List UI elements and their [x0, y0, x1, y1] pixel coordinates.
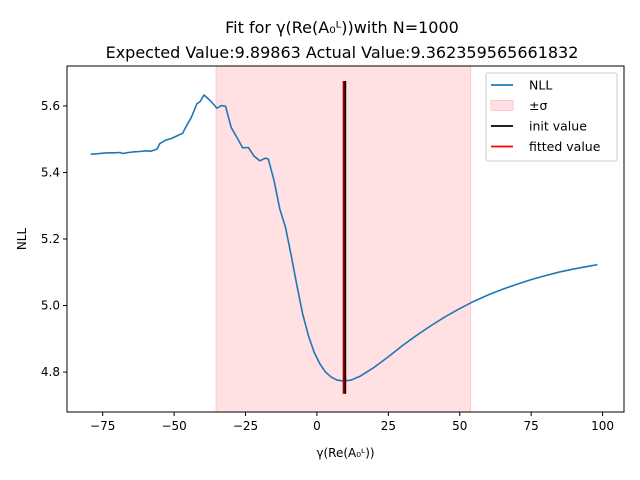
- chart-title-line-1: Fit for γ(Re(A₀ᴸ))with N=1000: [225, 18, 459, 37]
- x-tick-label: 25: [381, 419, 396, 433]
- x-tick-label: 100: [591, 419, 614, 433]
- legend-label: NLL: [529, 78, 552, 93]
- x-axis-label: γ(Re(A₀ᴸ)): [316, 446, 374, 460]
- y-axis-label: NLL: [15, 228, 29, 251]
- x-tick-label: 0: [313, 419, 321, 433]
- legend-box: [485, 72, 618, 162]
- y-tick-label: 5.4: [41, 165, 60, 179]
- legend-label: init value: [529, 119, 587, 134]
- y-tick-label: 5.6: [41, 99, 60, 113]
- chart-title-line-2: Expected Value:9.89863 Actual Value:9.36…: [105, 43, 579, 62]
- legend-label: fitted value: [529, 139, 601, 154]
- y-tick-label: 5.2: [41, 232, 60, 246]
- legend-label: ±σ: [529, 98, 547, 113]
- x-tick-label: −75: [90, 419, 115, 433]
- legend-swatch-sigma: [490, 100, 514, 111]
- y-tick-label: 4.8: [41, 365, 60, 379]
- nll-curve: [90, 94, 598, 382]
- y-tick-label: 5.0: [41, 299, 60, 313]
- x-tick-label: 75: [524, 419, 539, 433]
- x-tick-label: −50: [161, 419, 186, 433]
- x-tick-label: 50: [452, 419, 467, 433]
- x-tick-label: −25: [233, 419, 258, 433]
- legend: NLL ±σ init value fitted value: [485, 72, 618, 162]
